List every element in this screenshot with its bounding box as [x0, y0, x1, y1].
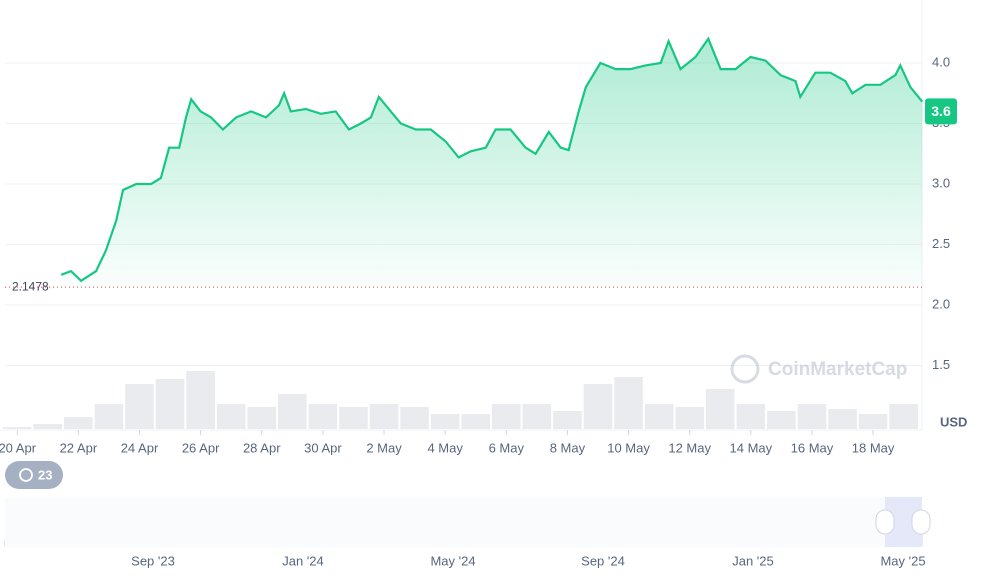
x-tick-label: 10 May [607, 440, 650, 455]
x-tick-label: 24 Apr [121, 440, 159, 455]
volume-bar [522, 404, 552, 429]
volume-bar [369, 404, 399, 429]
x-tick-label: 22 Apr [60, 440, 98, 455]
x-tick-label: 6 May [489, 440, 525, 455]
volume-bar [94, 404, 124, 429]
watermark-logo [730, 354, 760, 384]
x-tick-label: 4 May [427, 440, 463, 455]
volume-bar [461, 414, 491, 429]
volume-bar [125, 384, 154, 429]
price-area [61, 38, 923, 288]
x-tick-label: 20 Apr [0, 440, 37, 455]
navigator-label: Jan '24 [282, 553, 324, 568]
navigator-bg [5, 497, 922, 547]
volume-bar [767, 411, 796, 429]
x-tick-label: 14 May [730, 440, 773, 455]
watermark-text: CoinMarketCap [768, 359, 907, 380]
navigator-label: May '24 [430, 553, 475, 568]
x-tick-label: 26 Apr [182, 440, 220, 455]
volume-bar [828, 409, 857, 429]
y-tick-label: 4.0 [932, 54, 950, 69]
volume-bar [644, 404, 674, 429]
y-tick-label: 1.5 [932, 357, 950, 372]
x-tick-label: 8 May [550, 440, 586, 455]
volume-bar [492, 404, 521, 429]
open-price-label: 2.1478 [12, 279, 49, 293]
navigator-label: May '25 [880, 553, 925, 568]
volume-bar [308, 404, 338, 429]
volume-bar [675, 407, 704, 429]
watermark: CoinMarketCap [730, 354, 907, 384]
navigator-label: Sep '24 [581, 553, 625, 568]
navigator-label: Sep '23 [131, 553, 175, 568]
volume-bar [736, 404, 766, 429]
volume-bar [858, 414, 888, 429]
volume-bar [430, 414, 460, 429]
y-tick-label: 2.0 [932, 296, 950, 311]
volume-bar [705, 389, 735, 429]
history-badge[interactable]: 23 [5, 461, 63, 489]
navigator-handle-left[interactable] [875, 509, 895, 535]
volume-bar [186, 371, 215, 429]
volume-bar [216, 404, 246, 429]
volume-bar [583, 384, 613, 429]
volume-bar [614, 377, 643, 429]
navigator-handle-right[interactable] [911, 509, 931, 535]
volume-bar [278, 394, 307, 429]
volume-bar [339, 407, 368, 429]
current-price-badge [925, 98, 957, 125]
x-tick-label: 2 May [366, 440, 402, 455]
navigator-label: Jan '25 [732, 553, 774, 568]
volume-bar [33, 424, 63, 429]
volume-bar [64, 417, 93, 429]
x-tick-label: 30 Apr [304, 440, 342, 455]
history-badge-text: 23 [38, 467, 52, 482]
history-icon [19, 468, 33, 482]
volume-bar [247, 407, 277, 429]
volume-bar [889, 404, 918, 429]
volume-bar [400, 407, 429, 429]
volume-bar [2, 427, 32, 429]
price-line [60, 36, 924, 283]
x-tick-label: 12 May [668, 440, 711, 455]
x-tick-label: 16 May [791, 440, 834, 455]
y-tick-label: 3.0 [932, 175, 950, 190]
y-tick-label: 2.5 [932, 236, 950, 251]
currency-label: USD [940, 414, 967, 429]
volume-bar [155, 379, 185, 429]
volume-bar [797, 404, 827, 429]
current-price-label: 3.6 [931, 103, 951, 119]
history-badge-bg[interactable] [5, 461, 63, 489]
x-tick-label: 18 May [852, 440, 895, 455]
volume-bar [553, 411, 582, 429]
x-tick-label: 28 Apr [243, 440, 281, 455]
